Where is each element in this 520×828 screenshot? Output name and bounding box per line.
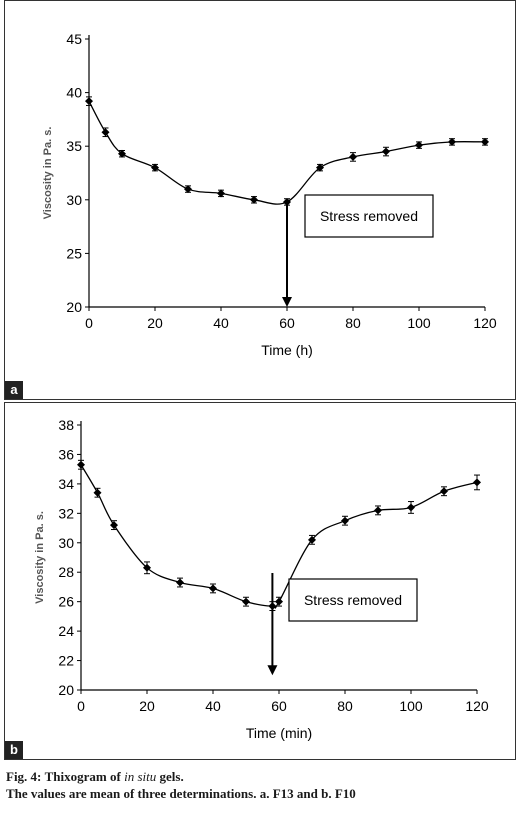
data-point (242, 597, 250, 606)
series-line (80, 464, 478, 609)
y-axis-label: Viscosity in Pa. s. (34, 511, 46, 604)
data-point (250, 195, 258, 204)
x-tick-label: 0 (85, 315, 93, 331)
annotation-arrow-head (267, 665, 278, 676)
y-tick-label: 34 (58, 476, 74, 492)
x-axis-label: Time (h) (261, 342, 313, 358)
data-point (217, 189, 225, 198)
caption-fig-label: Fig. 4: (6, 769, 42, 784)
x-tick-label: 80 (337, 698, 353, 714)
panel-label-a: a (5, 381, 23, 399)
x-tick-label: 40 (213, 315, 229, 331)
panel-label-b: b (5, 741, 23, 759)
data-point (275, 597, 283, 606)
y-tick-label: 22 (58, 653, 74, 669)
x-tick-label: 20 (139, 698, 155, 714)
y-tick-label: 30 (66, 192, 82, 208)
data-point (143, 563, 151, 572)
data-point (101, 128, 110, 137)
series-line (88, 100, 486, 205)
data-point (118, 149, 126, 158)
x-tick-label: 80 (345, 315, 361, 331)
data-point (407, 503, 415, 512)
x-tick-label: 100 (399, 698, 423, 714)
y-tick-label: 20 (58, 682, 74, 698)
annotation-arrow-head (282, 297, 292, 307)
y-tick-label: 38 (58, 417, 74, 433)
data-point (341, 516, 349, 525)
y-axis-label: Viscosity in Pa. s. (42, 127, 54, 220)
data-point (77, 460, 85, 469)
data-point (283, 197, 291, 206)
caption-note: The values are mean of three determinati… (6, 786, 356, 801)
data-point (440, 487, 448, 496)
x-tick-label: 60 (271, 698, 287, 714)
annotation-box (304, 194, 434, 238)
figure-caption: Fig. 4: Thixogram of in situ gels. The v… (6, 768, 516, 802)
data-point (481, 137, 489, 146)
data-point (448, 137, 456, 146)
y-tick-label: 20 (66, 299, 82, 315)
caption-title-prefix: Thixogram of (44, 769, 121, 784)
y-tick-label: 26 (58, 594, 74, 610)
chart-panel-a: 20 25 30 35 40 45 0 20 40 60 80 100 120 Time (h) Visco… (4, 0, 516, 400)
y-tick-label: 30 (58, 535, 74, 551)
data-point (151, 163, 159, 172)
data-point (374, 506, 382, 515)
caption-title: Fig. 4: Thixogram of in situ gels. (6, 768, 516, 785)
x-tick-label: 120 (473, 315, 497, 331)
data-point (176, 578, 184, 587)
data-point (93, 488, 102, 497)
chart-panel-b: 20 22 24 26 28 30 32 34 36 38 0 20 40 60 80 100 120 Time … (4, 402, 516, 760)
caption-title-italic: in situ (124, 769, 157, 784)
y-tick-label: 45 (66, 31, 82, 47)
caption-title-suffix: gels. (159, 769, 184, 784)
x-axis-label: Time (min) (246, 725, 312, 741)
x-tick-label: 40 (205, 698, 221, 714)
x-tick-label: 100 (407, 315, 431, 331)
y-tick-label: 25 (66, 245, 82, 261)
data-point (184, 185, 192, 194)
y-tick-label: 28 (58, 564, 74, 580)
annotation-text: Stress removed (320, 208, 418, 224)
data-point (473, 478, 481, 487)
y-tick-label: 36 (58, 446, 74, 462)
x-tick-label: 20 (147, 315, 163, 331)
data-point (308, 535, 316, 544)
data-point (85, 97, 93, 106)
data-point (382, 147, 390, 156)
data-point (415, 141, 423, 150)
annotation-text: Stress removed (304, 592, 402, 608)
y-tick-label: 35 (66, 138, 82, 154)
x-tick-label: 0 (77, 698, 85, 714)
x-tick-label: 120 (465, 698, 489, 714)
data-point (209, 584, 217, 593)
y-tick-label: 32 (58, 505, 74, 521)
x-tick-label: 60 (279, 315, 295, 331)
y-tick-label: 40 (66, 85, 82, 101)
y-tick-label: 24 (58, 623, 74, 639)
annotation-box (288, 578, 418, 622)
data-point (316, 163, 324, 172)
data-point (110, 521, 118, 530)
data-point (349, 152, 357, 161)
